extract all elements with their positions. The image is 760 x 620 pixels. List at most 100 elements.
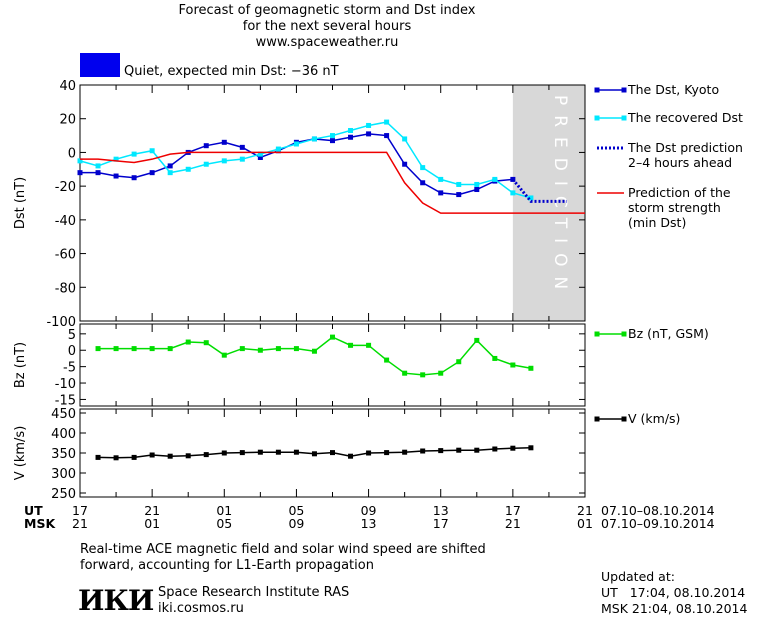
data-point [131,151,137,157]
legend-label: 2–4 hours ahead [628,155,732,170]
data-point [311,136,317,142]
data-point [366,122,372,128]
data-point [402,161,408,167]
y-tick-label: -60 [55,248,76,263]
data-point [293,141,299,147]
iki-logo: ИКИ [78,584,154,617]
data-point [438,176,444,182]
data-point [275,449,281,455]
data-point [528,195,534,201]
institute-site[interactable]: iki.cosmos.ru [158,601,244,616]
msk-date-range: 07.10–09.10.2014 [601,516,715,531]
series-line-0-2 [511,178,567,203]
panel-frame [79,84,586,322]
data-point [474,337,480,343]
data-point [131,454,137,460]
legend-label: storm strength [628,200,721,215]
time-tick-label: 21 [72,516,88,531]
data-point [113,173,119,179]
time-tick-label: 21 [144,503,161,518]
data-point [384,133,390,139]
legend-label: The recovered Dst [627,110,743,125]
data-point [185,453,191,459]
prediction-band [512,85,585,321]
data-point [221,352,227,358]
y-axis-label: Bz (nT) [13,342,28,388]
data-point [384,119,390,125]
y-tick-label: -20 [55,180,76,195]
legend-item-1: The recovered Dst [594,110,743,125]
data-point [438,448,444,454]
data-point [330,133,335,139]
data-point [402,370,408,376]
y-tick-label: 300 [51,467,76,482]
time-tick-label: 05 [216,516,233,531]
y-axis-label: V (km/s) [13,426,28,481]
legend-marker [621,87,627,93]
data-point [311,348,317,354]
series-line-1-0 [98,336,532,376]
data-point [113,455,119,461]
data-point [275,346,281,352]
time-tick-label: 21 [504,516,521,531]
data-point [492,176,498,182]
legend-item-0: The Dst, Kyoto [594,82,719,97]
series-line-0-1 [79,121,532,199]
data-point [456,181,462,187]
data-point [528,445,534,451]
legend-marker [621,416,627,422]
data-point [420,165,426,171]
data-point [257,449,263,455]
time-tick-label: 21 [577,503,593,518]
data-point [95,454,101,460]
website-link[interactable]: www.spaceweather.ru [255,35,399,50]
legend-label: The Dst, Kyoto [627,82,719,97]
time-tick-label: 05 [288,503,305,518]
title-line-2: for the next several hours [242,19,412,34]
data-point [149,346,155,352]
data-point [366,450,372,456]
data-point [420,180,426,186]
data-point [456,447,462,453]
data-point [510,362,516,368]
y-axis-label: Dst (nT) [13,177,28,229]
panel-1: 50 -5-10-15 Bz (nT) [13,323,586,408]
data-point [366,131,372,137]
footer-note-1: Real-time ACE magnetic field and solar w… [80,542,486,557]
data-point [131,175,137,181]
data-point [257,347,263,353]
data-point [203,143,209,149]
legend-label: (min Dst) [628,215,686,230]
time-tick-label: 09 [360,503,377,518]
data-point [402,449,408,455]
legend-label: The Dst prediction [627,140,743,155]
time-tick-label: 17 [432,516,449,531]
data-point [221,450,227,456]
time-tick-label: 01 [577,516,593,531]
time-tick-label: 09 [288,516,305,531]
data-point [239,450,245,456]
y-tick-label: -40 [55,214,76,229]
y-tick-label: -15 [55,393,76,408]
y-tick-label: 450 [51,407,76,422]
data-point [167,163,173,169]
legend-item-4: Bz (nT, GSM) [594,326,709,341]
data-point [167,170,173,176]
y-tick-label: -10 [55,377,76,392]
data-point [113,346,119,352]
legend-marker [621,331,627,337]
data-point [275,146,281,152]
data-point [149,148,155,154]
data-point [456,359,462,365]
updated-label: Updated at: [601,569,675,584]
updated-msk: MSK 21:04, 08.10.2014 [601,601,748,616]
data-point [293,346,299,352]
legend-label: Bz (nT, GSM) [628,326,709,341]
data-point [239,346,245,352]
data-point [77,170,83,176]
y-tick-label: 400 [51,427,76,442]
time-tick-label: 17 [504,503,521,518]
updated-ut: UT 17:04, 08.10.2014 [601,585,746,600]
title-line-1: Forecast of geomagnetic storm and Dst in… [178,3,476,18]
